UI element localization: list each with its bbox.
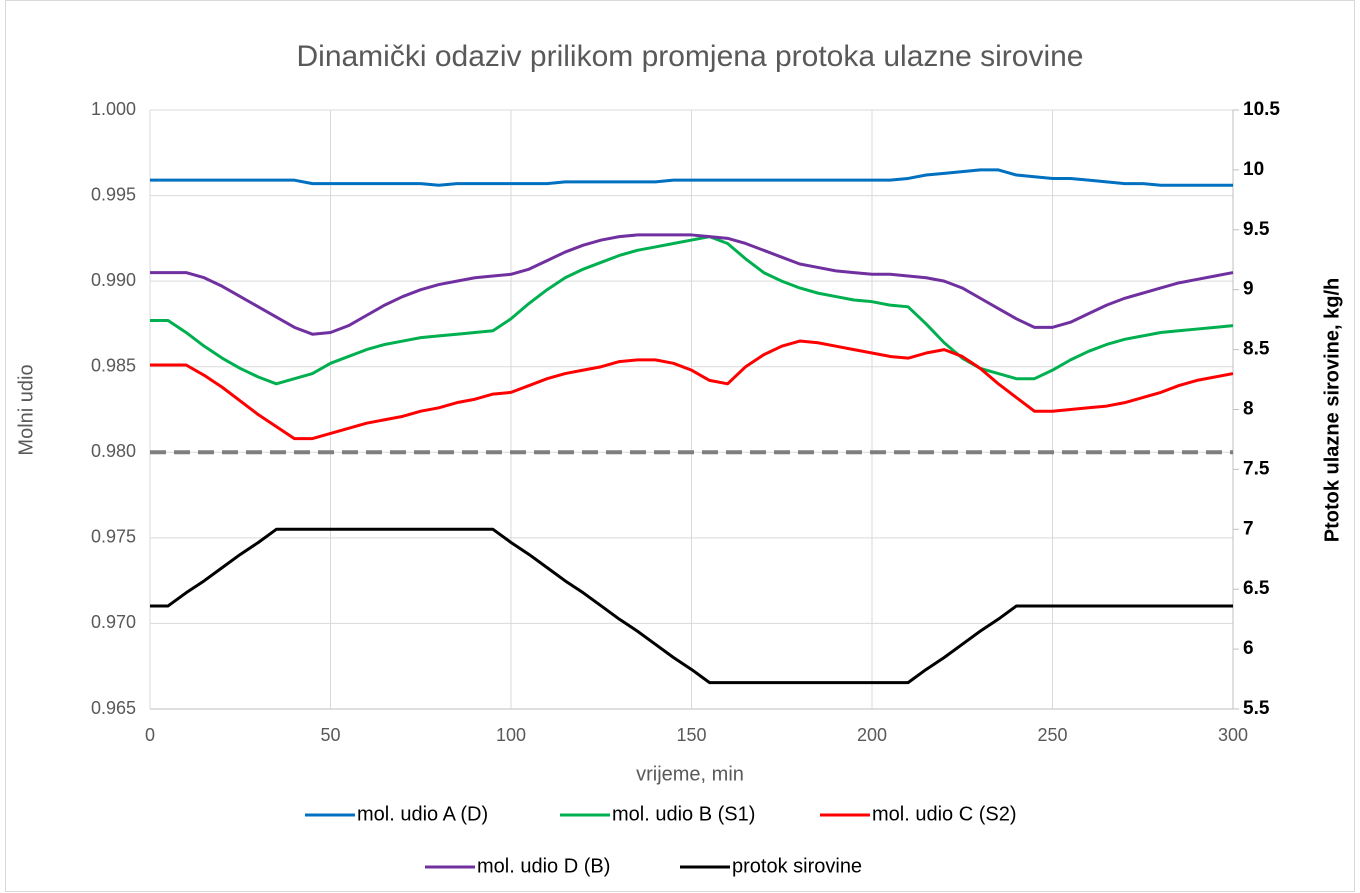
chart-border <box>5 0 1355 892</box>
y2-tick-label: 10.5 <box>1243 99 1280 120</box>
legend-label: mol. udio B (S1) <box>612 803 755 825</box>
y-tick-label: 0.965 <box>91 698 136 718</box>
y2-tick-label: 8.5 <box>1243 339 1270 360</box>
y2-tick-label: 8 <box>1243 399 1254 420</box>
y-tick-label: 0.985 <box>91 355 136 375</box>
y-tick-label: 0.980 <box>91 441 136 461</box>
x-tick-label: 100 <box>496 725 526 745</box>
y2-tick-label: 6.5 <box>1243 578 1270 599</box>
y2-tick-label: 10 <box>1243 159 1264 180</box>
y-tick-label: 0.995 <box>91 184 136 204</box>
y2-tick-label: 9.5 <box>1243 219 1270 240</box>
x-tick-label: 300 <box>1218 725 1248 745</box>
y-tick-label: 1.000 <box>91 99 136 119</box>
y2-tick-label: 5.5 <box>1243 698 1270 719</box>
series-line <box>150 339 1234 441</box>
y-tick-label: 0.990 <box>91 270 136 290</box>
x-tick-label: 150 <box>676 725 706 745</box>
series-line <box>150 233 1234 336</box>
y2-tick-label: 6 <box>1243 638 1254 659</box>
y2-tick-label: 9 <box>1243 279 1254 300</box>
y2-axis-label: Ptotok ulazne sirovine, kg/h <box>1321 278 1343 543</box>
series-line <box>150 235 1234 386</box>
x-tick-label: 200 <box>857 725 887 745</box>
y-axis-label: Molni udio <box>15 364 37 455</box>
legend-label: protok sirovine <box>732 855 862 877</box>
legend-label: mol. udio A (D) <box>357 803 488 825</box>
x-tick-label: 50 <box>320 725 340 745</box>
series-line <box>150 168 1233 187</box>
chart-title: Dinamički odaziv prilikom promjena proto… <box>296 40 1083 73</box>
y-tick-label: 0.975 <box>91 527 136 547</box>
series-line <box>150 527 1233 685</box>
x-tick-label: 0 <box>145 725 155 745</box>
legend-label: mol. udio C (S2) <box>872 803 1017 825</box>
y2-tick-label: 7 <box>1243 518 1254 539</box>
x-tick-label: 250 <box>1037 725 1067 745</box>
y-tick-label: 0.970 <box>91 612 136 632</box>
legend-label: mol. udio D (B) <box>477 855 610 877</box>
x-axis-label: vrijeme, min <box>636 763 744 785</box>
y2-tick-label: 7.5 <box>1243 458 1270 479</box>
